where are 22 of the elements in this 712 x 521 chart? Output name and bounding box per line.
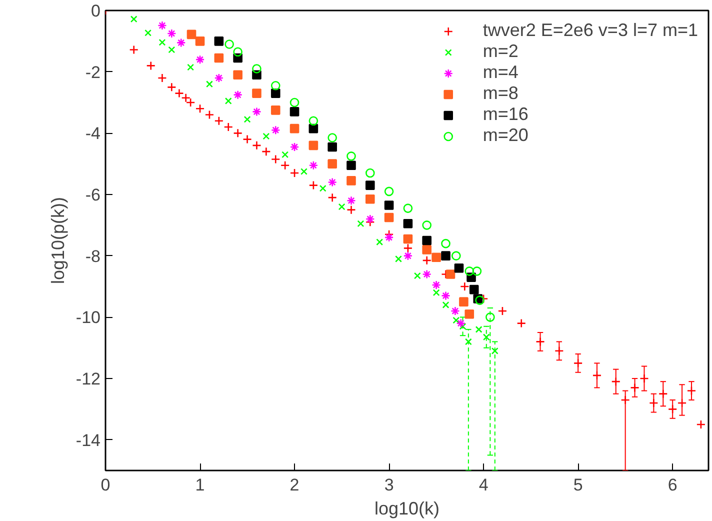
y-tick-label: -2	[85, 62, 101, 82]
x-tick-label: 4	[478, 476, 488, 494]
legend-label: twver2 E=2e6 v=3 l=7 m=1	[482, 20, 698, 41]
y-tick-label: -8	[85, 246, 101, 266]
x-tick-label: 2	[290, 476, 300, 494]
legend-label: m=2	[482, 41, 518, 62]
y-tick-label: -12	[76, 370, 101, 388]
legend-label: m=20	[482, 125, 528, 146]
y-tick-label: -4	[85, 124, 101, 144]
x-tick-label: 6	[668, 476, 678, 494]
y-tick-label: -14	[76, 430, 101, 450]
x-tick-label: 5	[573, 476, 583, 494]
legend-label: m=8	[482, 83, 518, 104]
legend-label: m=16	[482, 104, 528, 125]
legend-label: m=4	[482, 62, 518, 83]
y-tick-label: 0	[91, 2, 101, 20]
y-tick-label: -6	[85, 186, 101, 204]
x-tick-label: 3	[384, 476, 394, 494]
x-tick-label: 1	[195, 476, 205, 494]
x-axis-title: log10(k)	[374, 498, 440, 518]
y-tick-label: -10	[76, 308, 101, 328]
y-axis-title: log10(p(k))	[48, 196, 68, 284]
